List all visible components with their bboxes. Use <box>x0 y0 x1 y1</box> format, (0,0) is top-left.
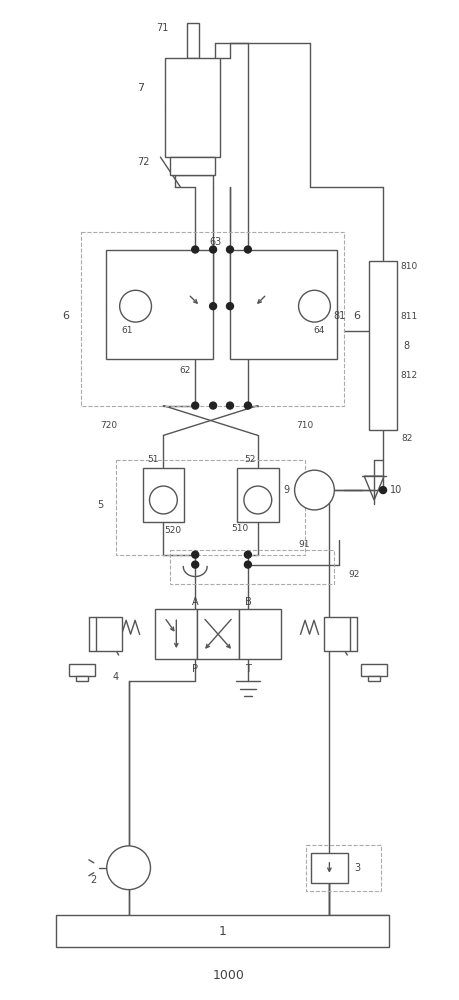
Circle shape <box>210 246 217 253</box>
Bar <box>368 676 380 681</box>
Text: 812: 812 <box>400 371 418 380</box>
Text: B: B <box>245 597 251 607</box>
Text: 10: 10 <box>390 485 402 495</box>
Bar <box>310 853 348 883</box>
Text: 1: 1 <box>218 925 226 938</box>
Text: 720: 720 <box>100 421 118 430</box>
Text: 520: 520 <box>165 526 182 535</box>
Bar <box>237 468 279 522</box>
Text: 64: 64 <box>314 326 325 335</box>
Circle shape <box>192 551 199 558</box>
Text: P: P <box>192 664 198 674</box>
Text: T: T <box>245 664 251 674</box>
Text: 51: 51 <box>148 455 159 464</box>
Bar <box>306 845 381 891</box>
Text: 71: 71 <box>156 23 168 33</box>
Text: 5: 5 <box>98 500 104 510</box>
Text: 92: 92 <box>348 570 360 579</box>
Circle shape <box>244 246 252 253</box>
Text: 510: 510 <box>231 524 249 533</box>
Circle shape <box>210 303 217 310</box>
Circle shape <box>227 303 234 310</box>
Text: 61: 61 <box>122 326 134 335</box>
Circle shape <box>210 402 217 409</box>
Bar <box>369 261 397 430</box>
Bar <box>361 664 387 676</box>
Text: 1000: 1000 <box>213 969 245 982</box>
Bar <box>325 617 350 651</box>
Text: 6: 6 <box>62 311 69 321</box>
Bar <box>197 609 239 659</box>
Text: 3: 3 <box>354 863 360 873</box>
Circle shape <box>192 561 199 568</box>
Bar <box>96 617 122 651</box>
Circle shape <box>244 561 252 568</box>
Text: 2: 2 <box>91 875 97 885</box>
Text: 4: 4 <box>112 672 119 682</box>
Text: 6: 6 <box>354 311 361 321</box>
Bar <box>81 232 344 406</box>
Text: 63: 63 <box>209 237 221 247</box>
Circle shape <box>192 402 199 409</box>
Text: 91: 91 <box>299 540 310 549</box>
Bar <box>56 915 389 947</box>
Circle shape <box>227 246 234 253</box>
Circle shape <box>295 470 334 510</box>
Circle shape <box>227 402 234 409</box>
Circle shape <box>192 246 199 253</box>
Bar <box>230 250 337 359</box>
Text: 811: 811 <box>400 312 418 321</box>
Bar <box>69 664 95 676</box>
Text: 82: 82 <box>401 434 413 443</box>
Circle shape <box>107 846 151 890</box>
Bar <box>187 23 199 58</box>
Text: 9: 9 <box>284 485 290 495</box>
Text: 72: 72 <box>137 157 150 167</box>
Circle shape <box>244 402 252 409</box>
Text: 8: 8 <box>404 341 410 351</box>
Circle shape <box>244 486 272 514</box>
Circle shape <box>244 551 252 558</box>
Text: A: A <box>192 597 199 607</box>
Bar <box>143 468 184 522</box>
Bar <box>170 157 215 175</box>
Circle shape <box>150 486 177 514</box>
Circle shape <box>298 290 330 322</box>
Bar <box>156 609 197 659</box>
Bar <box>165 58 220 157</box>
Bar <box>76 676 88 681</box>
Bar <box>239 609 281 659</box>
Bar <box>106 250 213 359</box>
Text: 81: 81 <box>333 311 346 321</box>
Text: 810: 810 <box>400 262 418 271</box>
Bar <box>170 550 334 584</box>
Text: 7: 7 <box>137 83 144 93</box>
Text: 62: 62 <box>179 366 191 375</box>
Text: 52: 52 <box>244 455 256 464</box>
Text: 710: 710 <box>296 421 313 430</box>
Circle shape <box>120 290 151 322</box>
Circle shape <box>380 487 386 494</box>
Bar <box>116 460 304 555</box>
